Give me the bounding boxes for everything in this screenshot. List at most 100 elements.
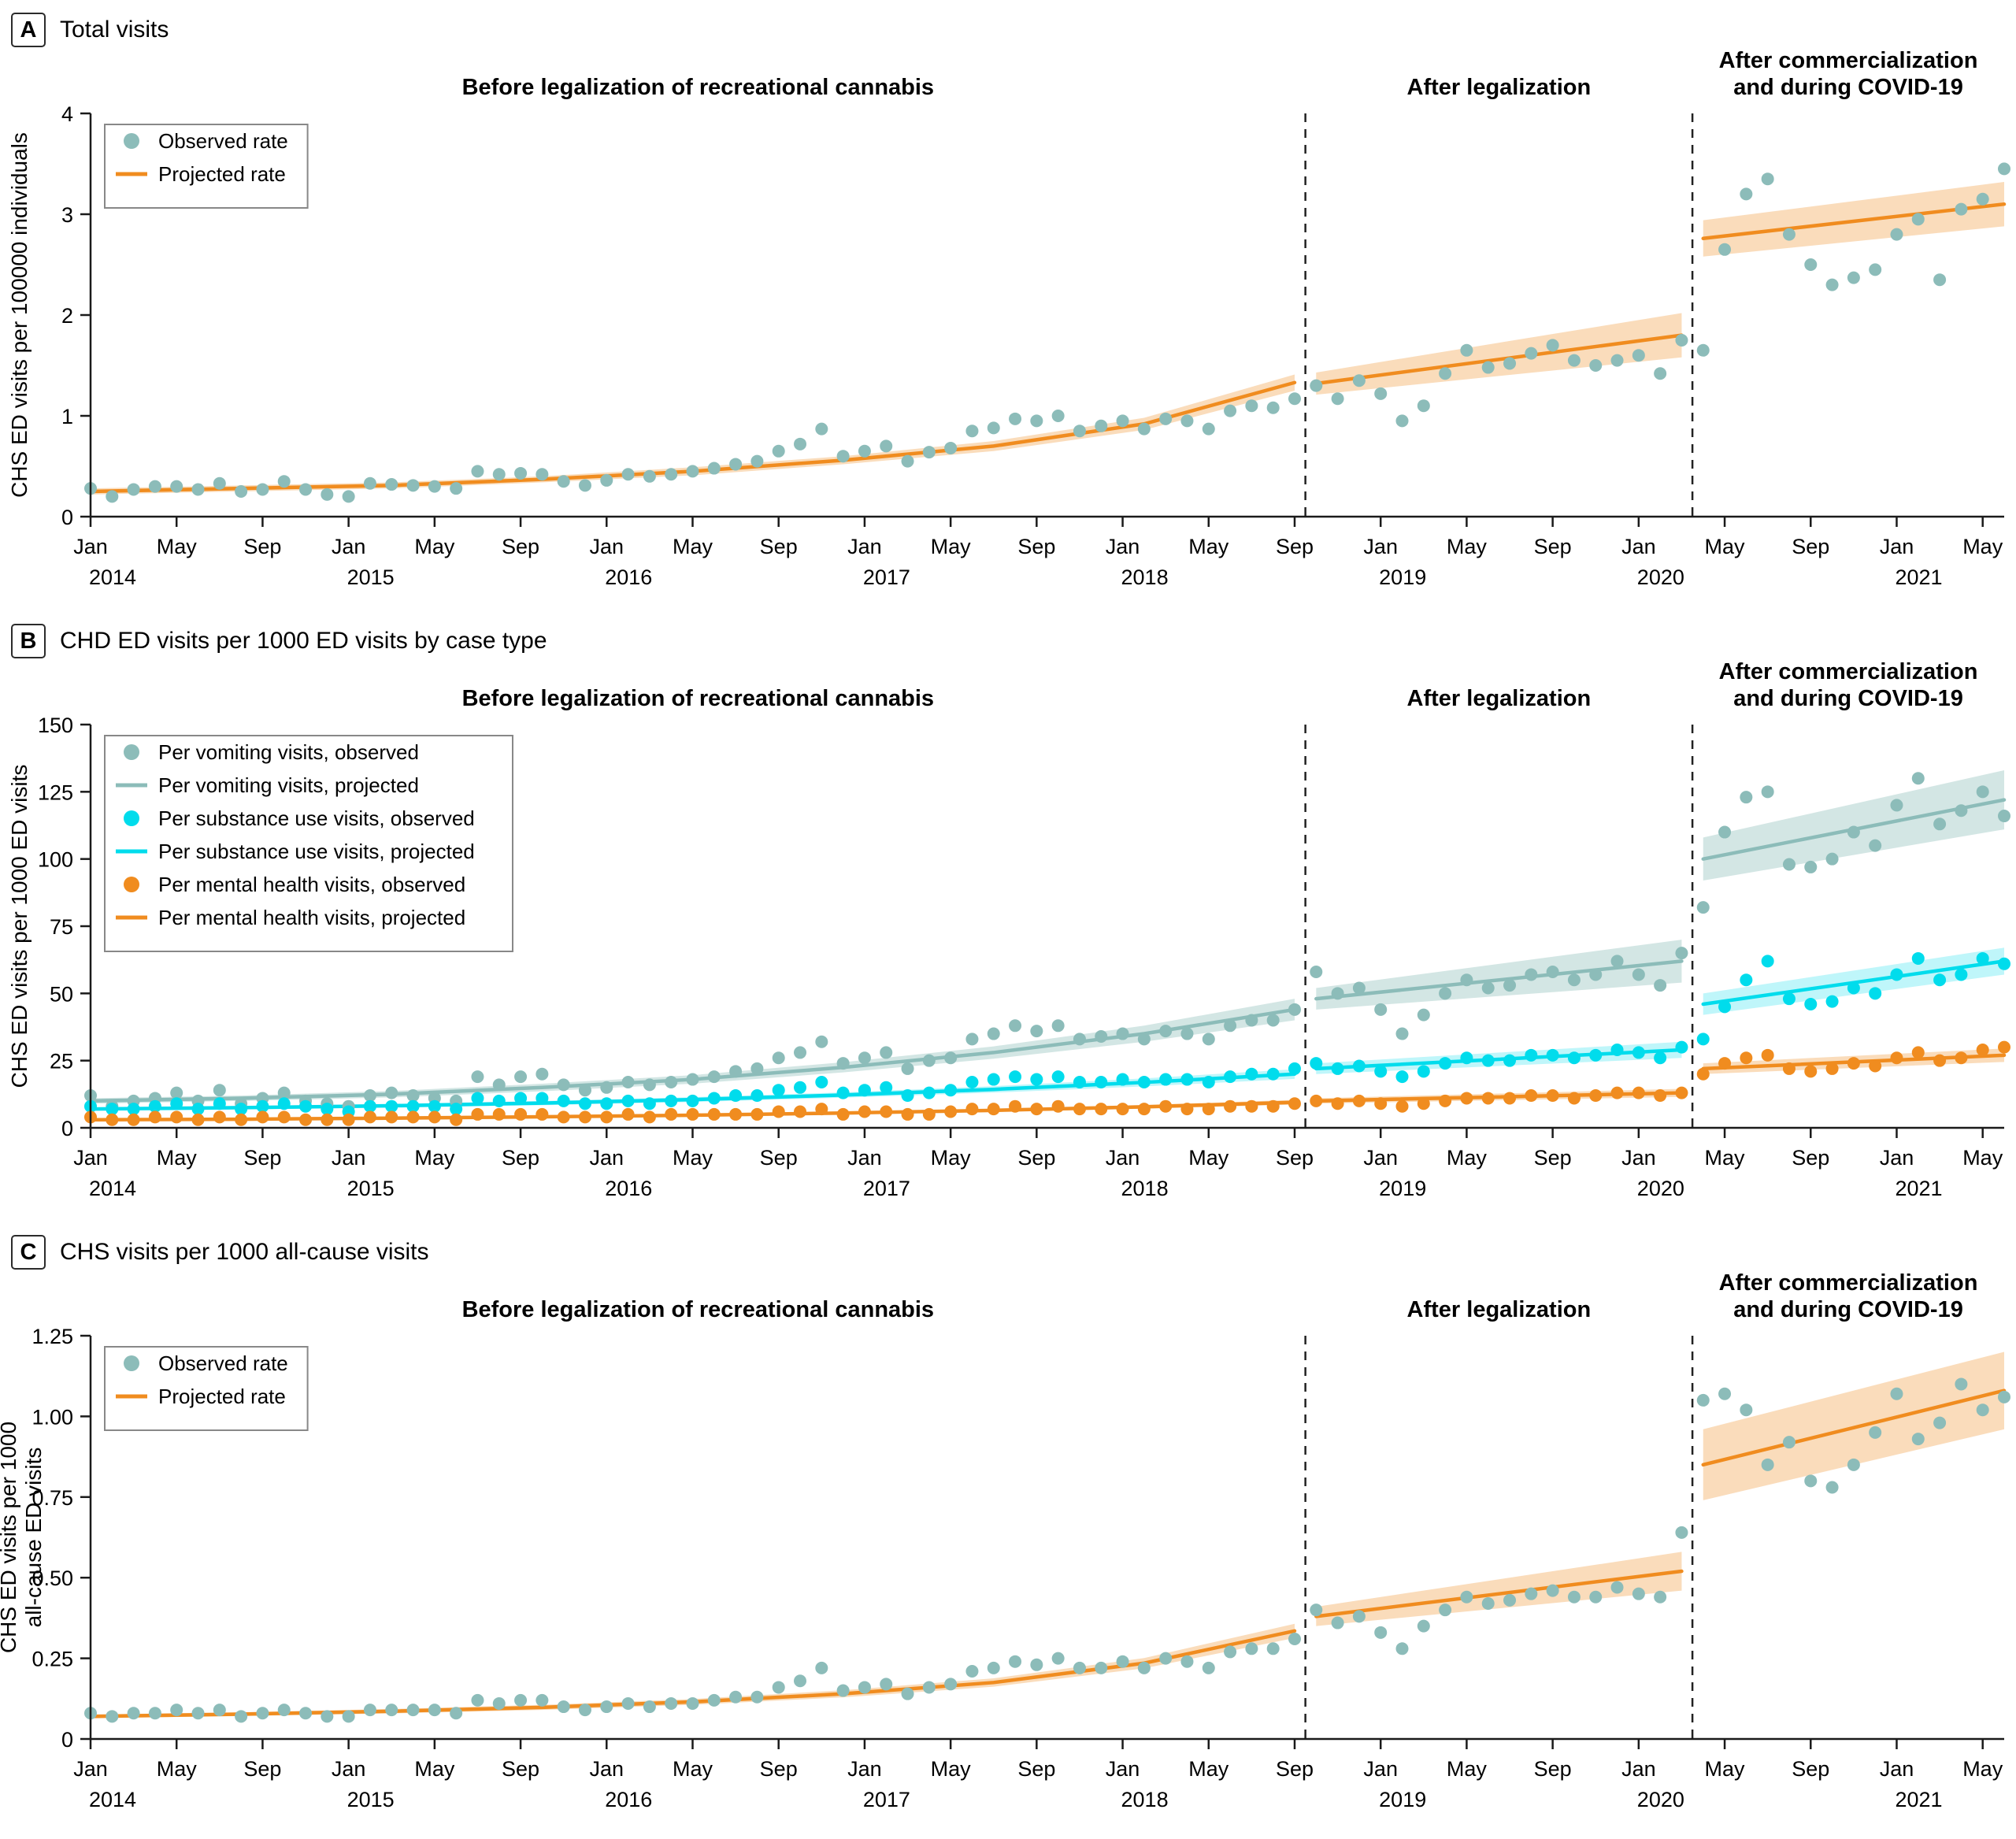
svg-text:Observed rate: Observed rate [158, 1351, 288, 1375]
svg-text:Sep: Sep [502, 535, 539, 558]
panel-b-header: B CHD ED visits per 1000 ED visits by ca… [0, 616, 2016, 658]
svg-text:CHS ED visits per 1000: CHS ED visits per 1000 [0, 1422, 20, 1653]
svg-text:May: May [673, 1146, 713, 1170]
panel-b: B CHD ED visits per 1000 ED visits by ca… [0, 616, 2016, 1227]
svg-text:Sep: Sep [243, 1757, 281, 1781]
svg-text:Before legalization of recreat: Before legalization of recreational cann… [462, 75, 935, 100]
svg-text:2020: 2020 [1637, 1177, 1684, 1200]
svg-text:After commercialization: After commercialization [1719, 48, 1978, 73]
svg-text:May: May [1188, 1757, 1229, 1781]
svg-text:and during COVID-19: and during COVID-19 [1733, 1297, 1963, 1322]
panel-c-header: C CHS visits per 1000 all-cause visits [0, 1227, 2016, 1270]
panel-b-chart: 0 25 50 75 100 125 150 Jan 2014 May Sep Jan 2015 May S… [7, 659, 2010, 1200]
svg-text:May: May [1962, 1146, 2003, 1170]
svg-text:2019: 2019 [1379, 1788, 1426, 1811]
svg-text:Sep: Sep [1017, 1146, 1055, 1170]
svg-text:Per substance use visits, proj: Per substance use visits, projected [158, 840, 475, 863]
svg-text:2015: 2015 [347, 1788, 395, 1811]
svg-text:2014: 2014 [89, 1788, 136, 1811]
svg-text:and during COVID-19: and during COVID-19 [1733, 686, 1963, 711]
svg-text:May: May [414, 535, 455, 558]
svg-text:2014: 2014 [89, 1177, 136, 1200]
svg-text:Jan: Jan [1106, 1146, 1140, 1170]
svg-text:4: 4 [61, 102, 73, 126]
svg-text:Before legalization of recreat: Before legalization of recreational cann… [462, 1297, 935, 1322]
svg-text:all-cause ED visits: all-cause ED visits [21, 1448, 46, 1628]
svg-text:2020: 2020 [1637, 565, 1684, 589]
svg-text:May: May [673, 1757, 713, 1781]
svg-text:Jan: Jan [1880, 535, 1914, 558]
svg-text:2021: 2021 [1895, 1177, 1942, 1200]
svg-text:May: May [1447, 1757, 1488, 1781]
panel-b-letter-badge: B [11, 624, 46, 658]
svg-text:Jan: Jan [73, 1146, 108, 1170]
svg-text:Per vomiting visits, observed: Per vomiting visits, observed [158, 740, 419, 764]
svg-text:0: 0 [61, 506, 73, 529]
svg-text:Jan: Jan [847, 1146, 882, 1170]
svg-text:25: 25 [50, 1050, 73, 1073]
svg-text:Jan: Jan [1621, 535, 1656, 558]
svg-text:Sep: Sep [760, 535, 798, 558]
svg-text:Jan: Jan [73, 1757, 108, 1781]
svg-text:May: May [1447, 535, 1488, 558]
svg-text:Sep: Sep [1534, 535, 1572, 558]
svg-text:Sep: Sep [1017, 1757, 1055, 1781]
panel-b-title: CHD ED visits per 1000 ED visits by case… [60, 628, 547, 654]
svg-text:100: 100 [38, 848, 73, 872]
svg-text:and during COVID-19: and during COVID-19 [1733, 75, 1963, 100]
svg-text:Jan: Jan [1106, 1757, 1140, 1781]
svg-text:Jan: Jan [332, 535, 366, 558]
svg-text:May: May [931, 535, 972, 558]
svg-text:Sep: Sep [1792, 1757, 1829, 1781]
svg-text:CHS ED visits per 100000 indiv: CHS ED visits per 100000 individuals [7, 132, 32, 498]
svg-text:125: 125 [38, 780, 73, 804]
svg-text:Jan: Jan [1363, 535, 1398, 558]
svg-text:Jan: Jan [1880, 1146, 1914, 1170]
svg-text:2017: 2017 [863, 1177, 910, 1200]
svg-text:Sep: Sep [502, 1757, 539, 1781]
svg-text:Jan: Jan [1363, 1146, 1398, 1170]
svg-text:Sep: Sep [1276, 1146, 1314, 1170]
svg-text:Sep: Sep [243, 1146, 281, 1170]
svg-text:May: May [673, 535, 713, 558]
svg-text:Sep: Sep [1276, 535, 1314, 558]
svg-text:After legalization: After legalization [1407, 686, 1592, 711]
panel-a-title: Total visits [60, 17, 169, 43]
svg-text:May: May [414, 1757, 455, 1781]
svg-text:Per substance use visits, obse: Per substance use visits, observed [158, 806, 475, 830]
svg-text:Per vomiting visits, projected: Per vomiting visits, projected [158, 773, 419, 797]
svg-text:2019: 2019 [1379, 565, 1426, 589]
svg-text:0.75: 0.75 [32, 1486, 73, 1510]
svg-text:Jan: Jan [847, 535, 882, 558]
svg-text:2019: 2019 [1379, 1177, 1426, 1200]
svg-text:CHS ED visits per 1000 ED visi: CHS ED visits per 1000 ED visits [7, 765, 32, 1088]
svg-text:Sep: Sep [1276, 1757, 1314, 1781]
svg-text:3: 3 [61, 203, 73, 227]
svg-text:May: May [157, 1757, 198, 1781]
svg-text:2017: 2017 [863, 565, 910, 589]
svg-text:Before legalization of recreat: Before legalization of recreational cann… [462, 686, 935, 711]
svg-text:2020: 2020 [1637, 1788, 1684, 1811]
panel-a-header: A Total visits [0, 5, 2016, 47]
svg-text:May: May [931, 1146, 972, 1170]
svg-text:0.50: 0.50 [32, 1566, 73, 1590]
svg-text:Jan: Jan [1363, 1757, 1398, 1781]
svg-text:Jan: Jan [1106, 535, 1140, 558]
svg-text:After commercialization: After commercialization [1719, 659, 1978, 684]
svg-text:2014: 2014 [89, 565, 136, 589]
svg-text:Projected rate: Projected rate [158, 162, 286, 186]
svg-text:After commercialization: After commercialization [1719, 1270, 1978, 1296]
svg-text:2016: 2016 [605, 565, 652, 589]
svg-text:2018: 2018 [1121, 1788, 1169, 1811]
svg-text:May: May [1188, 535, 1229, 558]
svg-text:Jan: Jan [590, 1146, 624, 1170]
svg-text:0.25: 0.25 [32, 1648, 73, 1671]
svg-text:Sep: Sep [760, 1146, 798, 1170]
svg-text:2017: 2017 [863, 1788, 910, 1811]
svg-text:Jan: Jan [847, 1757, 882, 1781]
svg-text:May: May [157, 1146, 198, 1170]
svg-text:May: May [1447, 1146, 1488, 1170]
svg-text:0: 0 [61, 1728, 73, 1752]
svg-text:Sep: Sep [1017, 535, 1055, 558]
svg-text:Projected rate: Projected rate [158, 1385, 286, 1408]
